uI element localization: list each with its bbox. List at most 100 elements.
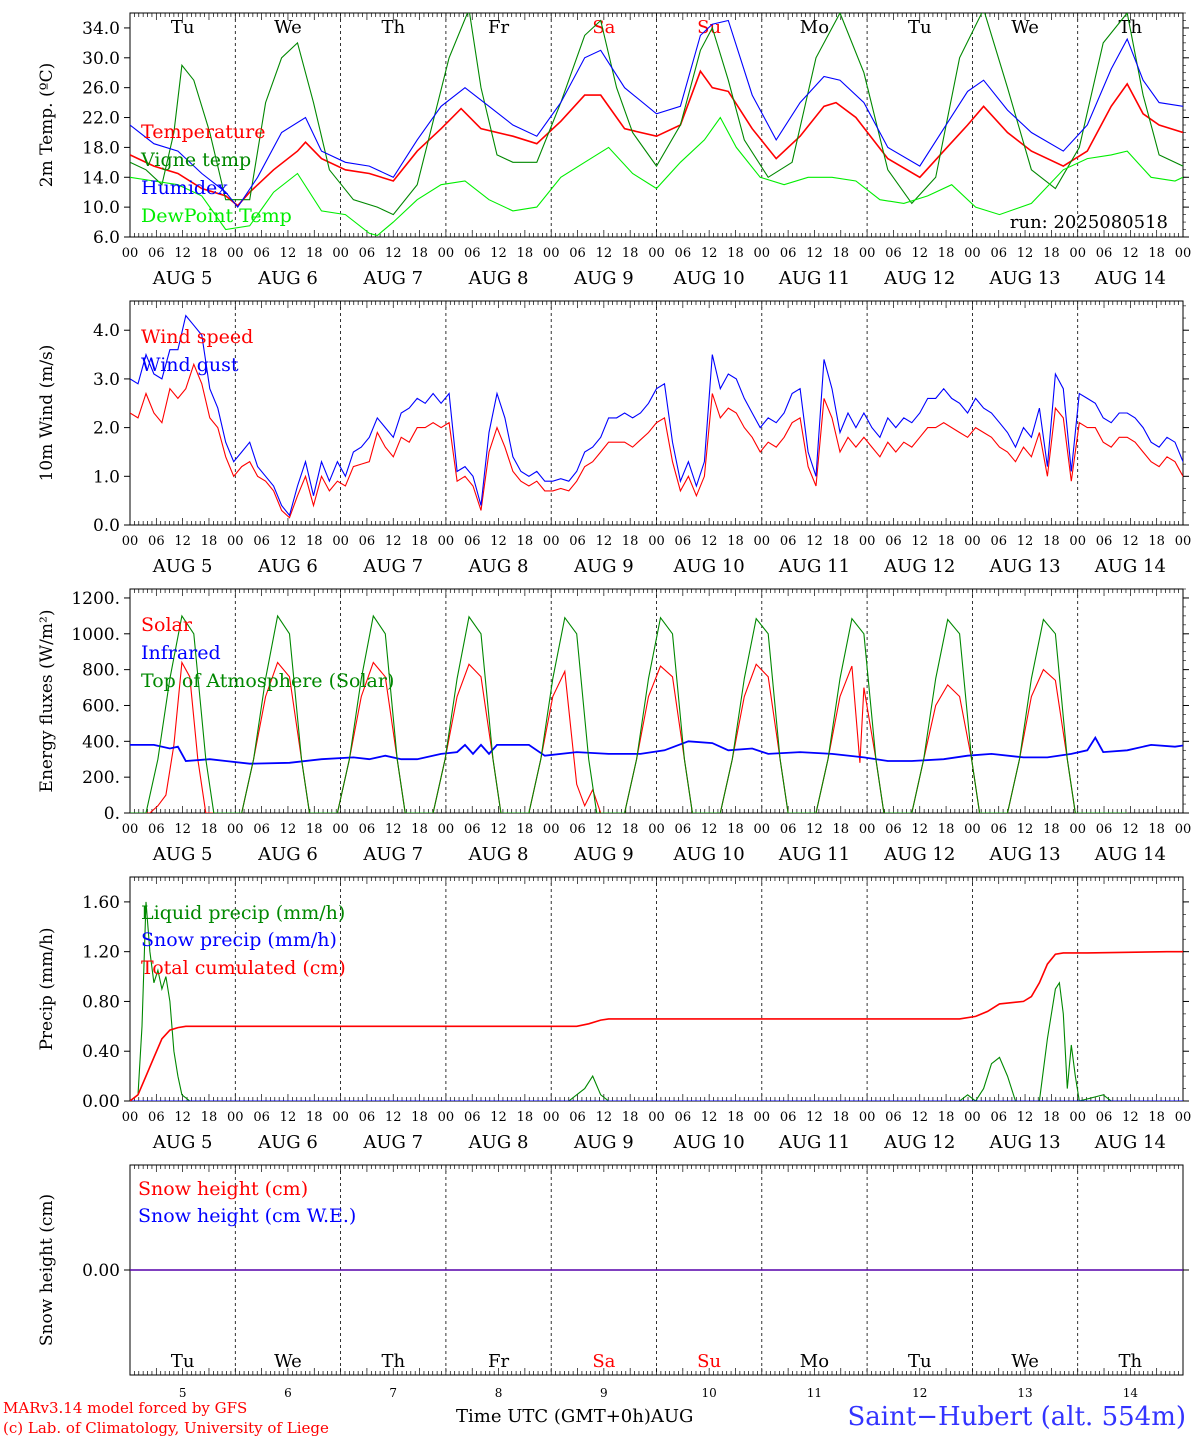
date-label: AUG 14 (1094, 844, 1166, 865)
hour-label: 12 (701, 1110, 718, 1125)
legend-entry: Snow height (cm) (138, 1178, 308, 1200)
date-label: AUG 11 (778, 1132, 850, 1153)
date-label: AUG 9 (573, 1132, 634, 1153)
date-label: AUG 12 (883, 556, 955, 577)
date-label: AUG 6 (257, 268, 318, 289)
hour-label: 18 (622, 822, 639, 837)
weekday-label: Th (381, 1351, 405, 1372)
time-axis-label: Time UTC (GMT+0h)AUG (456, 1406, 693, 1427)
hour-label: 18 (411, 1110, 428, 1125)
hour-label: 12 (911, 246, 928, 261)
hour-label: 00 (1175, 1110, 1192, 1125)
y-tick-label: 4.0 (93, 321, 120, 341)
y-tick-label: 0.80 (82, 992, 120, 1012)
hour-label: 18 (1043, 822, 1060, 837)
plot-frame (129, 588, 1184, 814)
hour-label: 00 (1175, 534, 1192, 549)
hour-label: 18 (622, 534, 639, 549)
series-liquid-precip-mm-h (130, 901, 1183, 1101)
hour-label: 00 (754, 822, 771, 837)
hour-label: 00 (122, 246, 139, 261)
date-number: 8 (495, 1386, 503, 1400)
hour-label: 18 (938, 1110, 955, 1125)
date-number: 9 (600, 1386, 608, 1400)
hour-label: 12 (911, 822, 928, 837)
hour-label: 18 (201, 534, 218, 549)
hour-label: 12 (806, 822, 823, 837)
hour-label: 06 (675, 246, 692, 261)
hour-label: 00 (754, 246, 771, 261)
hour-label: 06 (1096, 534, 1113, 549)
date-number: 11 (807, 1386, 822, 1400)
hour-label: 12 (1017, 822, 1034, 837)
hour-label: 12 (490, 534, 507, 549)
date-number: 6 (284, 1386, 292, 1400)
date-label: AUG 7 (362, 844, 423, 865)
date-label: AUG 6 (257, 1132, 318, 1153)
weekday-label: Tu (908, 17, 932, 38)
series-humidex (130, 19, 1183, 209)
y-tick-label: 0.00 (82, 1092, 120, 1112)
y-tick-label: 1.60 (82, 893, 120, 913)
hour-label: 00 (227, 534, 244, 549)
hour-label: 12 (1017, 534, 1034, 549)
hour-label: 12 (1122, 534, 1139, 549)
legend-entry: Snow precip (mm/h) (141, 929, 337, 951)
hour-label: 18 (833, 246, 850, 261)
series-top-of-atmosphere-solar (130, 614, 1128, 813)
hour-label: 06 (359, 534, 376, 549)
y-tick-label: 26.0 (82, 79, 120, 99)
hour-label: 00 (332, 246, 349, 261)
hour-label: 06 (990, 246, 1007, 261)
hour-label: 12 (701, 534, 718, 549)
hour-label: 06 (148, 1110, 165, 1125)
date-label: AUG 10 (673, 268, 745, 289)
panel-2: 0.0 1.0 2.0 3.0 4.0 10m Wind (m/s) 00 06 12 18 00 0… (37, 300, 1192, 577)
date-label: AUG 5 (152, 556, 213, 577)
hour-label: 06 (359, 246, 376, 261)
hour-label: 06 (780, 246, 797, 261)
hour-label: 06 (675, 1110, 692, 1125)
date-label: AUG 11 (778, 556, 850, 577)
plot-frame (129, 300, 1184, 526)
date-number: 12 (912, 1386, 927, 1400)
legend-entry: Wind speed (141, 326, 253, 348)
hour-label: 06 (148, 534, 165, 549)
date-number: 13 (1017, 1386, 1032, 1400)
y-axis-title: Energy fluxes (W/m²) (37, 610, 57, 793)
hour-label: 12 (490, 822, 507, 837)
panel-5: 0.00 Snow height (cm) Tu 5 We 6 Th 7 Fr 8 Sa 9 Su 10 M… (37, 1164, 1189, 1400)
hour-label: 06 (464, 246, 481, 261)
date-label: AUG 13 (988, 1132, 1060, 1153)
date-number: 7 (389, 1386, 397, 1400)
weekday-label: Th (1119, 1351, 1143, 1372)
copyright-credit: (c) Lab. of Climatology, University of L… (3, 1419, 329, 1437)
y-tick-label: 6.0 (93, 228, 120, 248)
hour-label: 18 (938, 246, 955, 261)
hour-label: 06 (359, 1110, 376, 1125)
hour-label: 00 (859, 1110, 876, 1125)
hour-label: 06 (675, 534, 692, 549)
hour-label: 18 (727, 1110, 744, 1125)
hour-label: 12 (701, 246, 718, 261)
date-label: AUG 13 (988, 844, 1060, 865)
hour-label: 06 (569, 822, 586, 837)
y-tick-label: 14.0 (82, 168, 120, 188)
weekday-label: Su (697, 1351, 721, 1372)
hour-label: 00 (227, 822, 244, 837)
hour-label: 00 (648, 246, 665, 261)
plot-frame (129, 12, 1184, 238)
hour-label: 00 (964, 1110, 981, 1125)
weekday-label: Th (381, 17, 405, 38)
hour-label: 00 (964, 822, 981, 837)
hour-label: 12 (1122, 246, 1139, 261)
hour-label: 12 (280, 534, 297, 549)
hour-label: 18 (306, 534, 323, 549)
hour-label: 06 (148, 822, 165, 837)
panel-1: 6.0 10.0 14.0 18.0 22.0 26.0 30.0 34.0 2m Temp. … (37, 12, 1191, 289)
hour-label: 00 (332, 822, 349, 837)
hour-label: 18 (622, 246, 639, 261)
date-label: AUG 7 (362, 1132, 423, 1153)
hour-label: 00 (754, 534, 771, 549)
